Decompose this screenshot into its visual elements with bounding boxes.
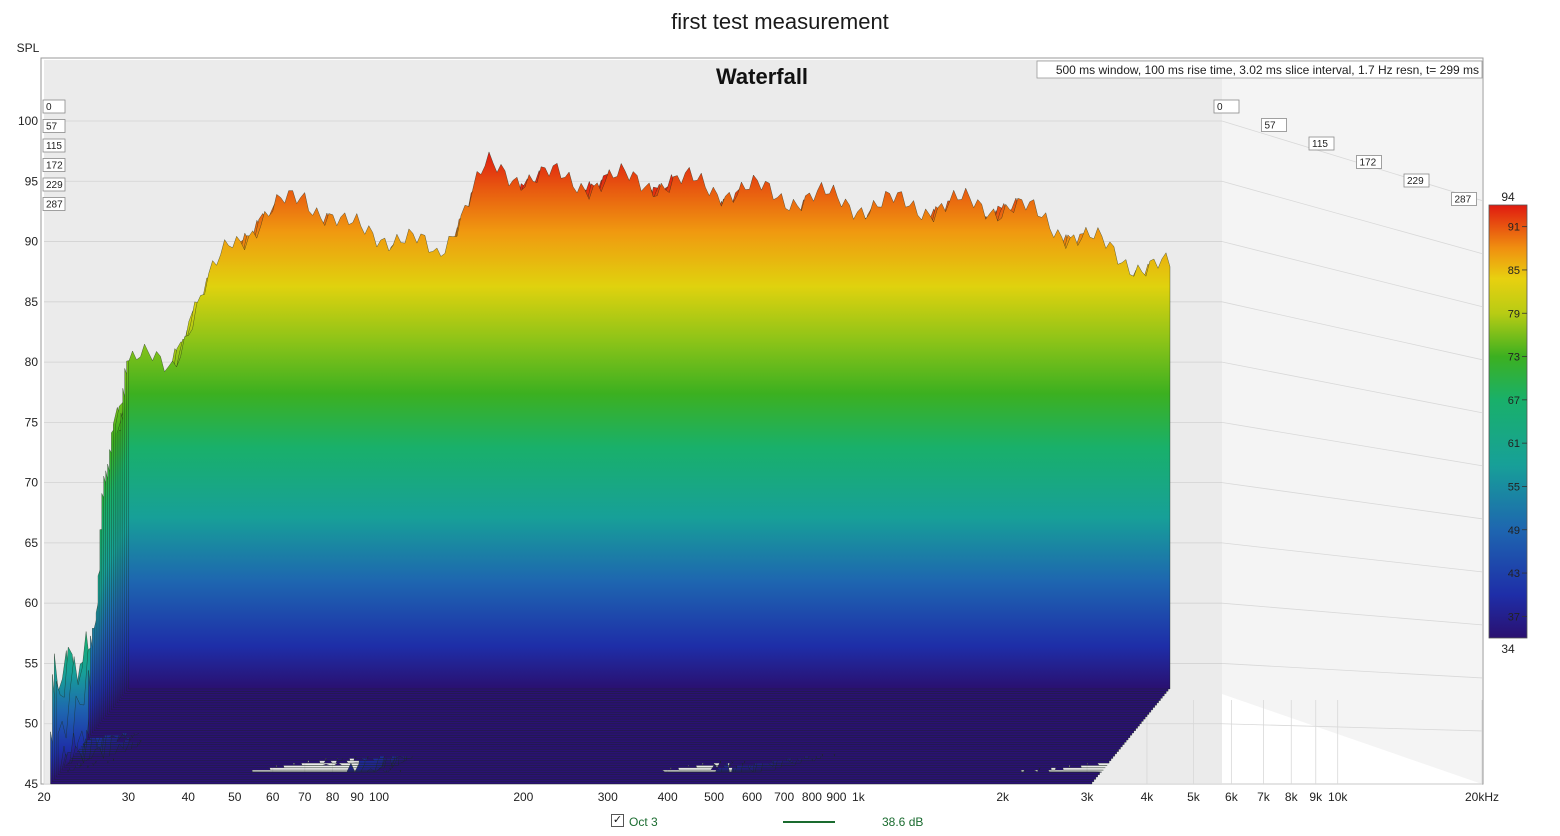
x-tick-label: 200	[513, 790, 533, 804]
time-label-box	[42, 138, 66, 153]
time-tick-label: 0	[1217, 102, 1223, 113]
colorbar: 94 34 91 85 79 73 67 61 55 49 43 37	[1488, 190, 1528, 656]
x-tick-label: 5k	[1187, 790, 1201, 804]
x-tick-label: 800	[802, 790, 822, 804]
time-label-box	[42, 119, 66, 133]
info-text: 500 ms window, 100 ms rise time, 3.02 ms…	[1056, 63, 1479, 77]
time-label-box	[1308, 136, 1335, 151]
waterfall-slice	[128, 151, 1171, 690]
y-axis-ticks: 45 50 55 60 65 70 75 80 85 90 95 100	[18, 114, 38, 791]
colorbar-tick-label: 67	[1508, 395, 1520, 407]
y-tick-label: 100	[18, 114, 38, 128]
colorbar-tick-label: 55	[1508, 481, 1520, 493]
colorbar-tick-label: 73	[1508, 352, 1520, 364]
time-tick-label: 115	[46, 141, 62, 152]
x-tick-label: 100	[369, 790, 389, 804]
y-tick-label: 90	[25, 235, 39, 249]
time-label-box	[1213, 99, 1240, 114]
x-tick-label: 10k	[1328, 790, 1348, 804]
time-tick-label: 172	[1360, 158, 1377, 169]
time-tick-label: 0	[46, 102, 52, 113]
y-tick-label: 70	[25, 476, 39, 490]
info-box	[1036, 60, 1483, 79]
x-tick-label: 300	[598, 790, 618, 804]
y-tick-label: 45	[25, 777, 39, 791]
x-tick-label: 1k	[852, 790, 866, 804]
x-tick-label: 7k	[1257, 790, 1271, 804]
x-tick-label: 30	[122, 790, 136, 804]
x-tick-label: 40	[182, 790, 196, 804]
colorbar-max-label: 94	[1501, 190, 1515, 204]
x-tick-label: 3k	[1081, 790, 1095, 804]
y-tick-label: 95	[25, 174, 39, 188]
waterfall-surface	[50, 151, 1171, 785]
colorbar-gradient	[1488, 204, 1528, 639]
y-tick-label: 85	[25, 295, 39, 309]
colorbar-tick-label: 49	[1508, 525, 1520, 537]
colorbar-tick-label: 91	[1508, 222, 1520, 234]
y-tick-label: 55	[25, 656, 39, 670]
time-tick-label: 287	[46, 200, 63, 211]
x-tick-label: 20	[37, 790, 51, 804]
colorbar-tick-label: 37	[1508, 611, 1520, 623]
time-axis-labels-left: 0 57 115 172 229 287	[42, 99, 66, 211]
time-tick-label: 57	[1265, 121, 1277, 132]
y-axis-label: SPL	[17, 41, 40, 55]
x-tick-label: 60	[266, 790, 280, 804]
legend-checkbox[interactable]: ✓	[611, 814, 624, 827]
time-label-box	[42, 177, 66, 192]
colorbar-tick-label: 85	[1508, 265, 1520, 277]
time-tick-label: 229	[1407, 176, 1424, 187]
colorbar-tick-label: 43	[1508, 568, 1520, 580]
y-tick-label: 80	[25, 355, 39, 369]
page-title: first test measurement	[671, 9, 889, 34]
x-tick-label: 500	[704, 790, 724, 804]
time-tick-label: 57	[46, 122, 58, 133]
x-tick-label: 70	[298, 790, 312, 804]
time-tick-label: 115	[1312, 139, 1328, 150]
time-label-box	[1356, 155, 1382, 169]
time-tick-label: 229	[46, 180, 63, 191]
x-tick-label: 90	[350, 790, 364, 804]
legend-series-name: Oct 3	[629, 815, 658, 829]
y-tick-label: 65	[25, 536, 39, 550]
time-tick-label: 172	[46, 161, 63, 172]
x-tick-label: 2k	[996, 790, 1010, 804]
x-tick-label: 9k	[1309, 790, 1323, 804]
time-label-box	[42, 197, 66, 211]
time-label-box	[42, 99, 66, 114]
x-tick-label: 4k	[1141, 790, 1155, 804]
x-tick-label: 8k	[1285, 790, 1299, 804]
time-label-box	[42, 158, 66, 172]
time-axis-labels-right: 0 57 115 172 229 287	[1213, 99, 1477, 206]
x-axis-ticks: 20 30 40 50 60 70 80 90 100 200 300 400 500 600 700 800…	[37, 790, 1499, 804]
legend-bar: ✓ Oct 3 38.6 dB	[0, 812, 1560, 834]
time-label-box	[1261, 118, 1287, 132]
x-tick-label: 600	[742, 790, 762, 804]
x-tick-label: 50	[228, 790, 242, 804]
legend-series-value: 38.6 dB	[882, 815, 924, 829]
colorbar-min-label: 34	[1501, 642, 1515, 656]
x-tick-label: 700	[774, 790, 794, 804]
time-tick-label: 287	[1455, 195, 1472, 206]
colorbar-tick-label: 79	[1508, 308, 1520, 320]
y-tick-label: 75	[25, 415, 39, 429]
colorbar-tick-label: 61	[1508, 438, 1520, 450]
x-tick-label: 400	[658, 790, 678, 804]
x-tick-label: 900	[826, 790, 846, 804]
y-tick-label: 50	[25, 717, 39, 731]
x-tick-label: 20kHz	[1465, 790, 1499, 804]
x-tick-label: 80	[326, 790, 340, 804]
chart-title: Waterfall	[716, 64, 808, 89]
legend-series-swatch	[783, 821, 835, 823]
time-label-box	[1403, 173, 1430, 188]
y-tick-label: 60	[25, 596, 39, 610]
x-tick-label: 6k	[1225, 790, 1239, 804]
time-label-box	[1451, 192, 1477, 206]
